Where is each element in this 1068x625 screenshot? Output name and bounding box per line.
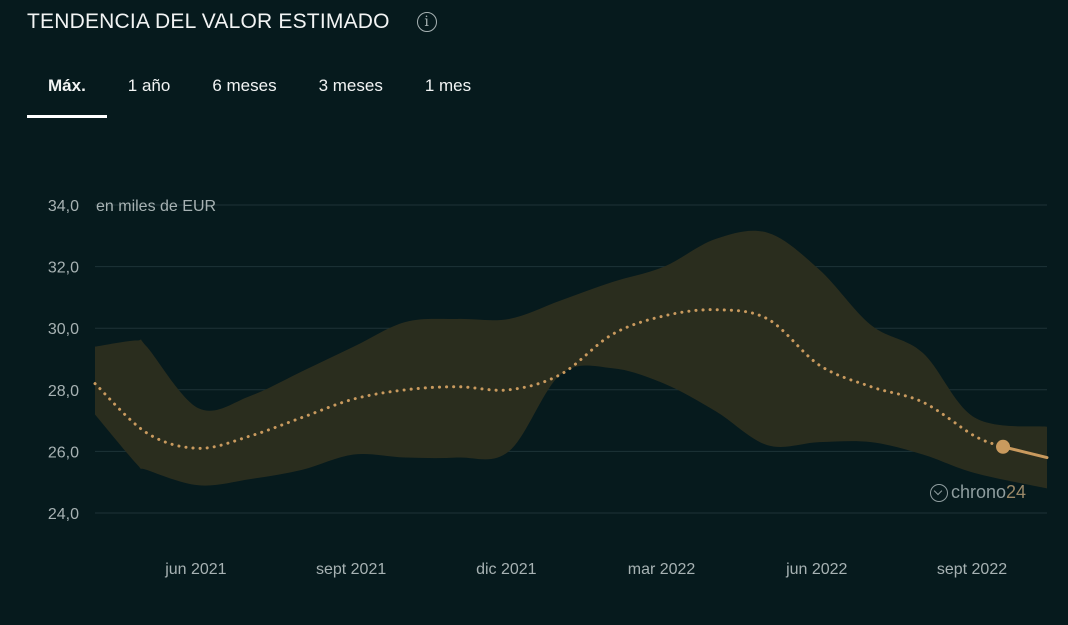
tab-1-month[interactable]: 1 mes bbox=[424, 76, 472, 95]
tab-1-year[interactable]: 1 año bbox=[127, 76, 171, 95]
x-tick-label: mar 2022 bbox=[628, 561, 696, 578]
chrono24-watermark: chrono 24 bbox=[930, 482, 1026, 503]
tab-max[interactable]: Máx. bbox=[27, 70, 107, 118]
watermark-brand: chrono bbox=[951, 482, 1007, 502]
y-tick-label: 32,0 bbox=[48, 260, 79, 277]
x-tick-label: sept 2022 bbox=[937, 561, 1007, 578]
estimated-value-line-dotted bbox=[93, 308, 1005, 450]
range-tabs: Máx. 1 año 6 meses 3 meses 1 mes bbox=[27, 70, 492, 118]
tab-3-months[interactable]: 3 meses bbox=[318, 76, 383, 95]
watermark-number: 24 bbox=[1006, 482, 1027, 502]
clock-icon bbox=[930, 483, 948, 502]
y-tick-label: 34,0 bbox=[48, 198, 79, 215]
x-tick-label: jun 2021 bbox=[164, 561, 226, 578]
confidence-band bbox=[95, 230, 1047, 489]
band-layer bbox=[95, 230, 1047, 489]
x-tick-label: jun 2022 bbox=[785, 561, 847, 578]
unit-label: en miles de EUR bbox=[96, 198, 216, 215]
y-tick-label: 30,0 bbox=[48, 321, 79, 338]
header: TENDENCIA DEL VALOR ESTIMADO i bbox=[27, 10, 437, 34]
tab-6-months[interactable]: 6 meses bbox=[212, 76, 277, 95]
y-tick-label: 24,0 bbox=[48, 506, 79, 523]
current-value-point bbox=[996, 439, 1011, 454]
label-layer: 34,0 32,0 30,0 28,0 26,0 24,0 en miles de EUR j… bbox=[48, 198, 1007, 578]
x-tick-label: dic 2021 bbox=[476, 561, 537, 578]
line-layer bbox=[93, 308, 1049, 460]
x-tick-label: sept 2021 bbox=[316, 561, 386, 578]
y-tick-label: 28,0 bbox=[48, 383, 79, 400]
y-tick-label: 26,0 bbox=[48, 444, 79, 461]
page-title: TENDENCIA DEL VALOR ESTIMADO bbox=[27, 10, 390, 33]
info-icon[interactable]: i bbox=[416, 12, 437, 32]
